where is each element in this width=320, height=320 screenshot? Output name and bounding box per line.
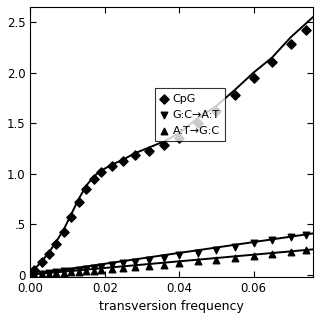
G:C→A:T (39, 271, 44, 276)
G:C→A:T (61, 269, 67, 274)
CpG (76, 199, 81, 204)
A:T→G:C (69, 270, 74, 275)
Legend: CpG, G:C→A:T, A:T→G:C: CpG, G:C→A:T, A:T→G:C (155, 88, 225, 141)
G:C→A:T (91, 265, 96, 270)
CpG (232, 92, 237, 97)
CpG (46, 252, 52, 257)
G:C→A:T (147, 257, 152, 262)
A:T→G:C (162, 262, 167, 267)
G:C→A:T (232, 244, 237, 249)
G:C→A:T (214, 247, 219, 252)
A:T→G:C (110, 267, 115, 272)
A:T→G:C (214, 257, 219, 262)
CpG (177, 136, 182, 141)
CpG (195, 121, 200, 126)
A:T→G:C (303, 247, 308, 252)
G:C→A:T (303, 232, 308, 237)
CpG (269, 60, 275, 65)
G:C→A:T (32, 272, 37, 277)
G:C→A:T (269, 238, 275, 243)
A:T→G:C (269, 251, 275, 256)
G:C→A:T (69, 268, 74, 273)
A:T→G:C (61, 270, 67, 276)
CpG (32, 267, 37, 272)
CpG (147, 149, 152, 154)
A:T→G:C (99, 268, 104, 273)
A:T→G:C (46, 271, 52, 276)
G:C→A:T (110, 262, 115, 268)
A:T→G:C (54, 271, 59, 276)
A:T→G:C (76, 269, 81, 274)
A:T→G:C (39, 271, 44, 276)
CpG (214, 108, 219, 114)
CpG (251, 75, 256, 80)
G:C→A:T (195, 250, 200, 255)
CpG (61, 230, 67, 235)
G:C→A:T (251, 241, 256, 246)
CpG (303, 28, 308, 33)
A:T→G:C (32, 272, 37, 277)
CpG (39, 260, 44, 265)
CpG (288, 42, 293, 47)
G:C→A:T (76, 267, 81, 272)
CpG (162, 143, 167, 148)
G:C→A:T (288, 235, 293, 240)
A:T→G:C (288, 249, 293, 254)
CpG (110, 163, 115, 168)
A:T→G:C (195, 259, 200, 264)
X-axis label: transversion frequency: transversion frequency (99, 300, 244, 313)
G:C→A:T (46, 270, 52, 276)
A:T→G:C (84, 268, 89, 274)
G:C→A:T (99, 264, 104, 269)
A:T→G:C (232, 255, 237, 260)
A:T→G:C (147, 263, 152, 268)
CpG (121, 159, 126, 164)
G:C→A:T (132, 259, 137, 264)
CpG (91, 176, 96, 181)
A:T→G:C (132, 265, 137, 270)
G:C→A:T (177, 253, 182, 258)
G:C→A:T (84, 266, 89, 271)
G:C→A:T (162, 255, 167, 260)
CpG (69, 214, 74, 220)
CpG (132, 153, 137, 158)
CpG (54, 242, 59, 247)
A:T→G:C (251, 253, 256, 258)
G:C→A:T (121, 261, 126, 266)
CpG (84, 186, 89, 191)
G:C→A:T (54, 269, 59, 275)
A:T→G:C (91, 268, 96, 273)
CpG (99, 169, 104, 174)
A:T→G:C (177, 261, 182, 266)
A:T→G:C (121, 266, 126, 271)
